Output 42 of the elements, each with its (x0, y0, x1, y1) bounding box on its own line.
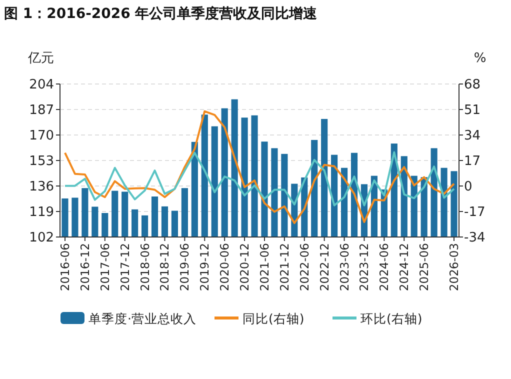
x-tick-label: 2022-06 (297, 243, 312, 292)
y2-tick-label: 51 (464, 103, 481, 118)
x-tick-label: 2024-06 (377, 243, 392, 292)
x-tick-label: 2019-12 (198, 243, 212, 292)
x-tick-label: 2026-03 (447, 243, 462, 292)
y2-tick-label: -34 (464, 230, 486, 246)
x-tick-label: 2023-12 (357, 243, 372, 292)
legend-label: 同比(右轴) (242, 311, 304, 326)
y2-tick-label: 17 (464, 154, 481, 169)
x-tick-label: 2021-06 (257, 243, 272, 292)
x-tick-label: 2018-12 (158, 243, 172, 292)
x-tick-label: 2016-12 (78, 243, 92, 292)
x-tick-label: 2018-06 (138, 243, 152, 292)
x-tick-label: 2022-12 (317, 243, 332, 292)
y-tick-label: 187 (29, 103, 54, 118)
y-tick-label: 204 (29, 78, 54, 92)
x-tick-label: 2025-06 (417, 243, 432, 292)
legend-label: 单季度·营业总收入 (88, 311, 196, 326)
y-tick-label: 153 (29, 154, 54, 169)
y-tick-label: 102 (29, 230, 54, 246)
x-tick-label: 2017-06 (98, 243, 112, 292)
y2-axis-title: % (474, 51, 486, 66)
x-tick-label: 2023-06 (337, 243, 352, 292)
y-tick-label: 170 (29, 128, 54, 144)
x-tick-label: 2020-06 (218, 243, 232, 292)
y-axis-title: 亿元 (27, 51, 54, 66)
y-tick-label: 136 (29, 180, 54, 194)
x-tick-label: 2017-12 (118, 243, 132, 292)
y2-tick-label: 68 (464, 78, 481, 92)
y2-tick-label: 34 (464, 128, 481, 144)
line-series (64, 110, 456, 224)
chart-title: 图 1：2016-2026 年公司单季度营收及同比增速 (4, 5, 318, 22)
x-tick-label: 2016-06 (58, 243, 72, 292)
legend-label: 环比(右轴) (360, 311, 422, 326)
x-tick-label: 2021-12 (277, 243, 292, 292)
y-tick-label: 119 (29, 205, 54, 220)
y2-tick-label: -17 (464, 205, 486, 220)
x-tick-label: 2019-06 (178, 243, 192, 292)
line-series (64, 151, 456, 206)
x-tick-label: 2024-12 (397, 243, 412, 292)
y2-tick-label: 0 (464, 180, 472, 194)
x-tick-label: 2020-12 (238, 243, 252, 292)
